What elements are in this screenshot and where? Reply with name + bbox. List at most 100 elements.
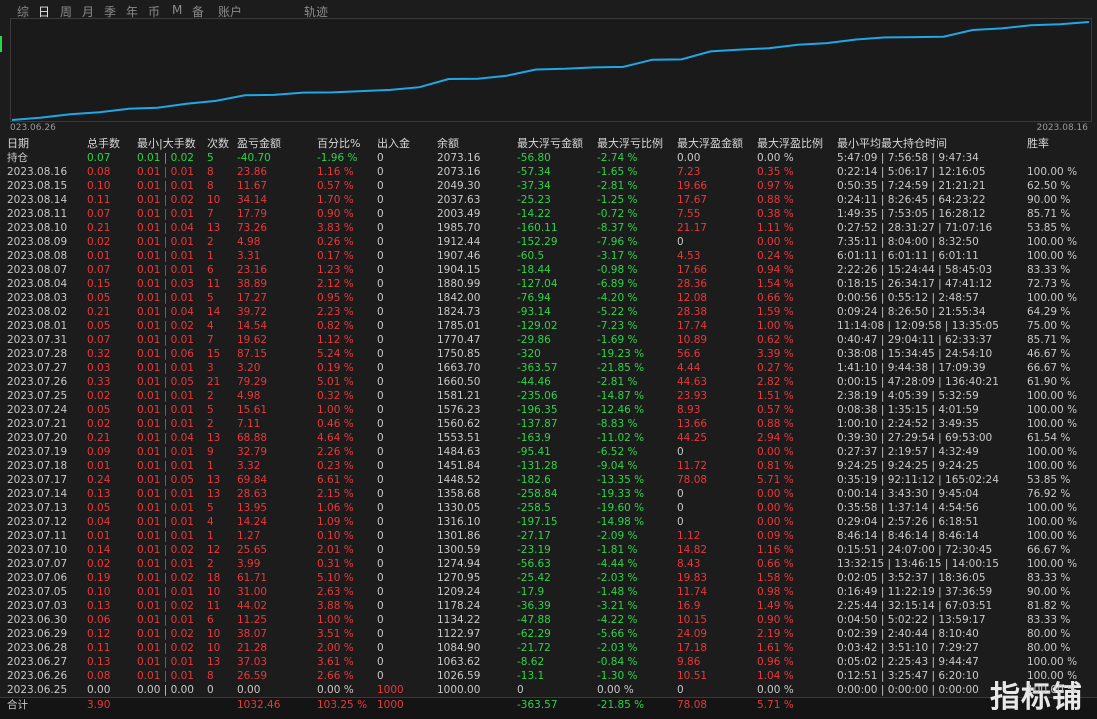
row-label: 2023.07.07 [7, 558, 68, 570]
cell-value: 0.01 | 0.01 [137, 390, 194, 402]
row-label: 2023.08.02 [7, 306, 68, 318]
cell-value: 0.01 | 0.01 [137, 264, 194, 276]
cell-value: 2 [207, 418, 214, 430]
cell-value: 9 [207, 446, 214, 458]
cell-value: 4.64 % [317, 432, 354, 444]
tab[interactable]: 季 [104, 5, 117, 19]
cell-value: 0 [377, 656, 384, 668]
cell-value: 1.27 [237, 530, 261, 542]
cell-value: 11.72 [677, 460, 708, 472]
cell-value: 9.86 [677, 656, 701, 668]
row-label: 2023.07.06 [7, 572, 68, 584]
cell-value: 32.79 [237, 446, 268, 458]
cell-value: 0 [377, 572, 384, 584]
cell-value: 0 [377, 362, 384, 374]
tab[interactable]: M [172, 3, 183, 17]
cell-value: 0.07 [87, 264, 111, 276]
cell-value: -12.46 % [597, 404, 645, 416]
cell-value: 0.01 | 0.01 [137, 516, 194, 528]
cell-value: -2.03 % [597, 572, 638, 584]
cell-value: 4.53 [677, 250, 701, 262]
cell-value: 19.66 [677, 180, 708, 192]
cell-value: 0:09:24 | 8:26:50 | 21:55:34 [837, 306, 986, 318]
cell-value: -23.19 [517, 544, 551, 556]
cell-value: -2.81 % [597, 376, 638, 388]
cell-value: 100.00 % [1027, 530, 1078, 542]
cell-value: 3.99 [237, 558, 261, 570]
cell-value: 0.00 [677, 152, 701, 164]
cell-value: 0 [377, 488, 384, 500]
tab[interactable]: 备 [192, 5, 205, 19]
tab[interactable]: 轨迹 [304, 5, 329, 19]
row-label: 2023.06.26 [7, 670, 68, 682]
cell-value: 0 [377, 642, 384, 654]
cell-value: -197.15 [517, 516, 558, 528]
cell-value: -1.48 % [597, 586, 638, 598]
cell-value: 0.88 % [757, 194, 794, 206]
cell-value: 0 [377, 334, 384, 346]
cell-value: 0.01 | 0.05 [137, 474, 194, 486]
cell-value: 0.13 [87, 488, 111, 500]
row-label: 2023.06.30 [7, 614, 68, 626]
cell-value: -1.25 % [597, 194, 638, 206]
cell-value: 1785.01 [437, 320, 481, 332]
cell-value: 0.24 [87, 474, 111, 486]
tab[interactable]: 币 [148, 5, 161, 19]
cell-value: 5 [207, 292, 214, 304]
cell-value: 21.17 [677, 222, 708, 234]
cell-value: -14.87 % [597, 390, 645, 402]
cell-value: 2.15 % [317, 488, 354, 500]
cell-value: -5.66 % [597, 628, 638, 640]
cell-value: 7.55 [677, 208, 701, 220]
cell-value: 87.15 [237, 348, 268, 360]
cell-value: 11:14:08 | 12:09:58 | 13:35:05 [837, 320, 999, 332]
row-label: 2023.07.26 [7, 376, 68, 388]
cell-value: 0.08 [87, 166, 111, 178]
cell-value: 0:18:15 | 26:34:17 | 47:41:12 [837, 278, 993, 290]
cell-value: 0.21 [87, 306, 111, 318]
row-label: 2023.07.21 [7, 418, 68, 430]
cell-value: 17.67 [677, 194, 708, 206]
cell-value: 0:27:37 | 2:19:57 | 4:32:49 [837, 446, 979, 458]
row-label: 2023.07.19 [7, 446, 68, 458]
cell-value: 1576.23 [437, 404, 481, 416]
cell-value: 37.03 [237, 656, 268, 668]
row-label: 2023.06.28 [7, 642, 68, 654]
cell-value: 100.00 % [1027, 292, 1078, 304]
cell-value: 0.05 [87, 404, 111, 416]
column-header: 最大浮盈比例 [757, 137, 823, 150]
cell-value: 0.12 [87, 628, 111, 640]
cell-value: 0.01 | 0.02 [137, 320, 194, 332]
cell-value: 0:08:38 | 1:35:15 | 4:01:59 [837, 404, 979, 416]
cell-value: 0 [377, 558, 384, 570]
tab[interactable]: 月 [82, 5, 95, 19]
cell-value: 1.70 % [317, 194, 354, 206]
cell-value: 1.12 % [317, 334, 354, 346]
cell-value: 0.00 % [757, 446, 794, 458]
cell-value: 0.11 [87, 194, 111, 206]
equity-line [11, 21, 1090, 121]
cell-value: 0 [677, 488, 684, 500]
cell-value: -7.23 % [597, 320, 638, 332]
cell-value: 0:29:04 | 2:57:26 | 6:18:51 [837, 516, 979, 528]
cell-value: 0 [517, 684, 524, 696]
cell-value: 1560.62 [437, 418, 481, 430]
cell-value: 1000 [377, 699, 404, 711]
cell-value: 6:01:11 | 6:01:11 | 6:01:11 [837, 250, 979, 262]
cell-value: 0.04 [87, 516, 111, 528]
tab[interactable]: 账户 [218, 5, 243, 19]
cell-value: 90.00 % [1027, 586, 1071, 598]
tab[interactable]: 日 [38, 5, 51, 19]
cell-value: 5.71 % [757, 699, 794, 711]
x-label: 2023.08.16 [1036, 123, 1088, 133]
tab[interactable]: 综 [17, 5, 30, 19]
tab[interactable]: 年 [126, 5, 139, 19]
cell-value: 10.51 [677, 670, 708, 682]
cell-value: 83.33 % [1027, 264, 1071, 276]
cell-value: -27.17 [517, 530, 551, 542]
cell-value: 0:27:52 | 28:31:27 | 71:07:16 [837, 222, 993, 234]
column-header: 总手数 [87, 137, 120, 150]
cell-value: 0.26 % [317, 236, 354, 248]
tab[interactable]: 周 [60, 5, 73, 19]
cell-value: 56.6 [677, 348, 701, 360]
